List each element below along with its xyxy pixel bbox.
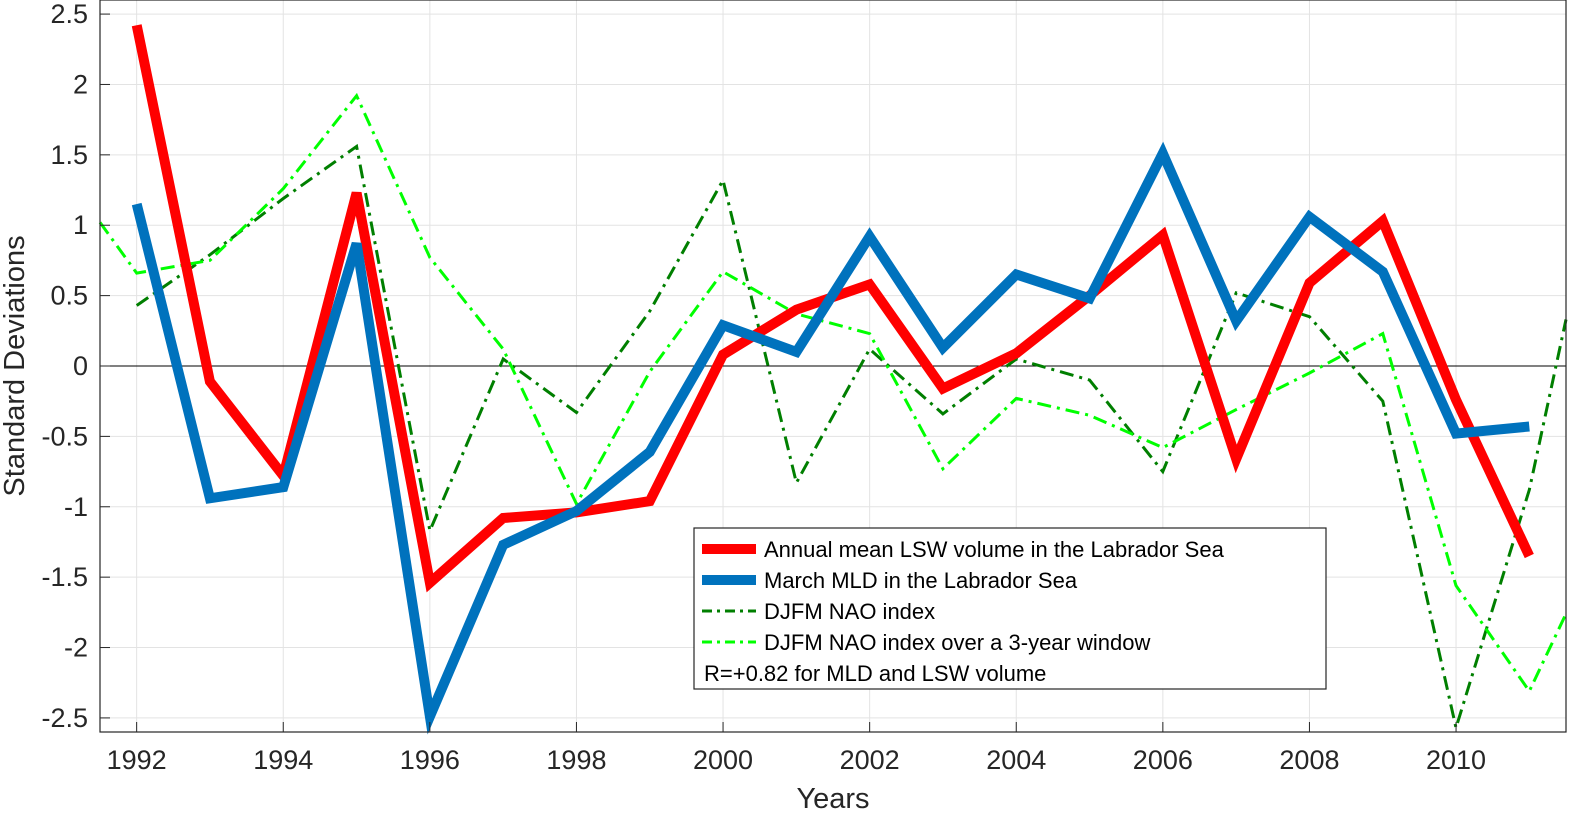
y-tick-label-5: 0 [73,351,88,381]
y-tick-label-7: -1 [64,492,88,522]
y-ticks: 2.5 2 1.5 1 0.5 0 -0.5 -1 -1.5 -2 -2.5 [41,0,110,733]
y-tick-label-9: -2 [64,633,88,663]
legend-label-1: March MLD in the Labrador Sea [764,568,1078,593]
y-tick-label-10: -2.5 [41,703,88,733]
legend-note: R=+0.82 for MLD and LSW volume [704,661,1046,686]
x-tick-label-2000: 2000 [693,745,753,775]
x-tick-label-2006: 2006 [1133,745,1193,775]
y-tick-label-1: 2 [73,69,88,99]
x-ticks: 1992 1994 1996 1998 2000 2002 2004 2006 2008 2010 [107,722,1486,775]
series-group [98,24,1568,735]
x-tick-label-2004: 2004 [986,745,1046,775]
x-tick-label-1992: 1992 [107,745,167,775]
legend: Annual mean LSW volume in the Labrador S… [693,527,1327,690]
x-tick-label-1996: 1996 [400,745,460,775]
y-tick-label-2: 1.5 [50,140,88,170]
y-tick-label-3: 1 [73,210,88,240]
x-tick-label-2008: 2008 [1279,745,1339,775]
y-axis-title: Standard Deviations [0,235,31,496]
y-tick-label-4: 0.5 [50,281,88,311]
y-tick-label-6: -0.5 [41,421,88,451]
legend-label-2: DJFM NAO index [764,599,935,624]
legend-label-0: Annual mean LSW volume in the Labrador S… [764,537,1225,562]
y-tick-label-8: -1.5 [41,562,88,592]
x-axis-title: Years [796,783,869,815]
x-tick-label-1994: 1994 [253,745,313,775]
legend-box [693,527,1327,690]
x-tick-label-2002: 2002 [840,745,900,775]
x-tick-label-2010: 2010 [1426,745,1486,775]
series-line-3 [98,92,1568,695]
y-tick-label-0: 2.5 [50,0,88,29]
x-tick-label-1998: 1998 [546,745,606,775]
legend-label-3: DJFM NAO index over a 3-year window [764,630,1150,655]
series-line-1 [131,141,1530,735]
